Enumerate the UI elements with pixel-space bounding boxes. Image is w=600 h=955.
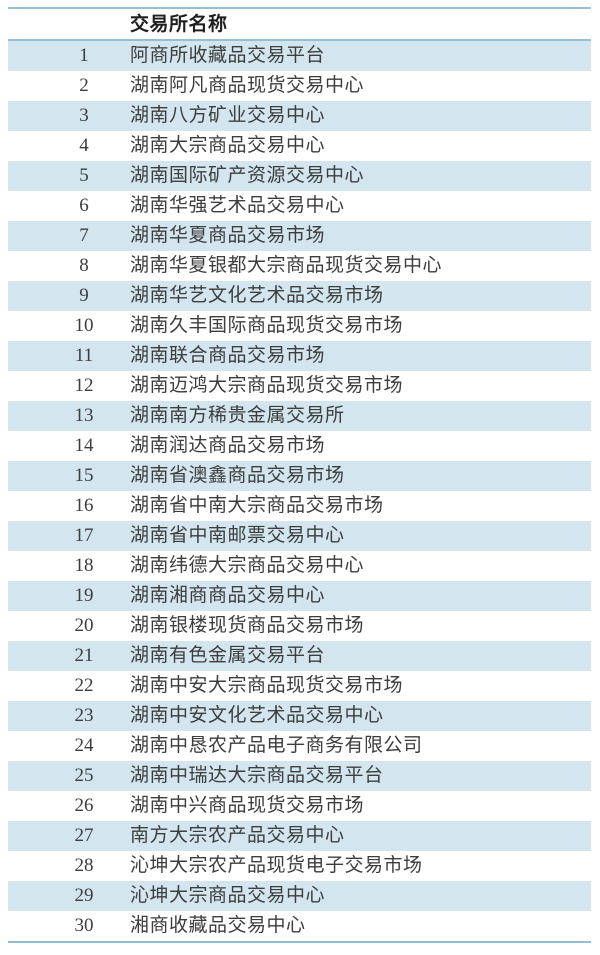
exchange-name: 南方大宗农产品交易中心 <box>130 825 345 846</box>
table-row: 25 湖南中瑞达大宗商品交易平台 <box>8 761 591 791</box>
row-number: 21 <box>74 645 94 666</box>
row-number: 28 <box>74 855 94 876</box>
exchange-name: 湖南南方稀贵金属交易所 <box>130 405 345 426</box>
row-number: 16 <box>74 495 94 516</box>
exchange-name: 湖南省中南邮票交易中心 <box>130 525 345 546</box>
exchange-name: 湖南中恳农产品电子商务有限公司 <box>130 735 423 756</box>
row-number: 9 <box>79 285 89 306</box>
row-number: 22 <box>74 675 94 696</box>
exchange-name: 湖南大宗商品交易中心 <box>130 135 326 156</box>
table-row: 9 湖南华艺文化艺术品交易市场 <box>8 281 591 311</box>
table-row: 16 湖南省中南大宗商品交易市场 <box>8 491 591 521</box>
exchange-name: 湖南湘商商品交易中心 <box>130 585 326 606</box>
row-number: 30 <box>74 915 94 936</box>
exchange-table: 交易所名称 1 阿商所收藏品交易平台 2 湖南阿凡商品现货交易中心 3 湖南八方… <box>8 7 591 943</box>
exchange-name: 湖南中兴商品现货交易市场 <box>130 795 365 816</box>
row-number: 24 <box>74 735 94 756</box>
row-number: 20 <box>74 615 94 636</box>
table-row: 13 湖南南方稀贵金属交易所 <box>8 401 591 431</box>
exchange-name: 湖南八方矿业交易中心 <box>130 105 326 126</box>
table-row: 10 湖南久丰国际商品现货交易市场 <box>8 311 591 341</box>
exchange-name: 湖南国际矿产资源交易中心 <box>130 165 365 186</box>
exchange-name: 湖南中安大宗商品现货交易市场 <box>130 675 404 696</box>
table-row: 5 湖南国际矿产资源交易中心 <box>8 161 591 191</box>
table-row: 29 沁坤大宗商品交易中心 <box>8 881 591 911</box>
table-row: 7 湖南华夏商品交易市场 <box>8 221 591 251</box>
table-top-border <box>8 7 591 9</box>
row-number: 8 <box>79 255 89 276</box>
table-row: 27 南方大宗农产品交易中心 <box>8 821 591 851</box>
row-number: 13 <box>74 405 94 426</box>
row-number: 6 <box>79 195 89 216</box>
row-number: 5 <box>79 165 89 186</box>
row-number: 2 <box>79 75 89 96</box>
exchange-name: 湖南迈鸿大宗商品现货交易市场 <box>130 375 404 396</box>
table-row: 11 湖南联合商品交易市场 <box>8 341 591 371</box>
row-number: 18 <box>74 555 94 576</box>
row-number: 11 <box>74 345 94 366</box>
table-row: 19 湖南湘商商品交易中心 <box>8 581 591 611</box>
table-bottom-border <box>8 941 591 943</box>
table-row: 21 湖南有色金属交易平台 <box>8 641 591 671</box>
table-row: 18 湖南纬德大宗商品交易中心 <box>8 551 591 581</box>
exchange-name: 湖南联合商品交易市场 <box>130 345 326 366</box>
row-number: 3 <box>79 105 89 126</box>
table-row: 26 湖南中兴商品现货交易市场 <box>8 791 591 821</box>
exchange-name: 湖南省澳鑫商品交易市场 <box>130 465 345 486</box>
row-number: 15 <box>74 465 94 486</box>
table-header-row: 交易所名称 <box>8 9 591 41</box>
exchange-name: 湖南中安文化艺术品交易中心 <box>130 705 384 726</box>
table-body: 1 阿商所收藏品交易平台 2 湖南阿凡商品现货交易中心 3 湖南八方矿业交易中心… <box>8 41 591 941</box>
table-row: 28 沁坤大宗农产品现货电子交易市场 <box>8 851 591 881</box>
table-row: 20 湖南银楼现货商品交易市场 <box>8 611 591 641</box>
table-row: 24 湖南中恳农产品电子商务有限公司 <box>8 731 591 761</box>
header-number-cell <box>8 9 130 39</box>
table-row: 23 湖南中安文化艺术品交易中心 <box>8 701 591 731</box>
row-number: 12 <box>74 375 94 396</box>
table-row: 15 湖南省澳鑫商品交易市场 <box>8 461 591 491</box>
row-number: 14 <box>74 435 94 456</box>
table-row: 8 湖南华夏银都大宗商品现货交易中心 <box>8 251 591 281</box>
row-number: 17 <box>74 525 94 546</box>
exchange-name: 湘商收藏品交易中心 <box>130 915 306 936</box>
row-number: 4 <box>79 135 89 156</box>
table-row: 17 湖南省中南邮票交易中心 <box>8 521 591 551</box>
header-name-cell: 交易所名称 <box>130 14 228 35</box>
exchange-name: 湖南纬德大宗商品交易中心 <box>130 555 365 576</box>
exchange-name: 湖南华艺文化艺术品交易市场 <box>130 285 384 306</box>
row-number: 19 <box>74 585 94 606</box>
exchange-name: 湖南华夏银都大宗商品现货交易中心 <box>130 255 443 276</box>
row-number: 26 <box>74 795 94 816</box>
row-number: 25 <box>74 765 94 786</box>
row-number: 27 <box>74 825 94 846</box>
exchange-name: 湖南华夏商品交易市场 <box>130 225 326 246</box>
exchange-name: 湖南华强艺术品交易中心 <box>130 195 345 216</box>
exchange-name: 湖南省中南大宗商品交易市场 <box>130 495 384 516</box>
row-number: 23 <box>74 705 94 726</box>
exchange-name: 湖南中瑞达大宗商品交易平台 <box>130 765 384 786</box>
table-row: 1 阿商所收藏品交易平台 <box>8 41 591 71</box>
exchange-name: 湖南银楼现货商品交易市场 <box>130 615 365 636</box>
table-row: 6 湖南华强艺术品交易中心 <box>8 191 591 221</box>
exchange-name: 湖南阿凡商品现货交易中心 <box>130 75 365 96</box>
exchange-name: 沁坤大宗商品交易中心 <box>130 885 326 906</box>
row-number: 10 <box>74 315 94 336</box>
row-number: 7 <box>79 225 89 246</box>
exchange-name: 湖南润达商品交易市场 <box>130 435 326 456</box>
table-row: 22 湖南中安大宗商品现货交易市场 <box>8 671 591 701</box>
row-number: 29 <box>74 885 94 906</box>
row-number: 1 <box>79 45 89 66</box>
exchange-name: 阿商所收藏品交易平台 <box>130 45 326 66</box>
table-row: 14 湖南润达商品交易市场 <box>8 431 591 461</box>
exchange-name: 湖南久丰国际商品现货交易市场 <box>130 315 404 336</box>
table-row: 4 湖南大宗商品交易中心 <box>8 131 591 161</box>
table-row: 12 湖南迈鸿大宗商品现货交易市场 <box>8 371 591 401</box>
table-row: 2 湖南阿凡商品现货交易中心 <box>8 71 591 101</box>
table-row: 30 湘商收藏品交易中心 <box>8 911 591 941</box>
exchange-name: 沁坤大宗农产品现货电子交易市场 <box>130 855 423 876</box>
table-row: 3 湖南八方矿业交易中心 <box>8 101 591 131</box>
exchange-name: 湖南有色金属交易平台 <box>130 645 326 666</box>
